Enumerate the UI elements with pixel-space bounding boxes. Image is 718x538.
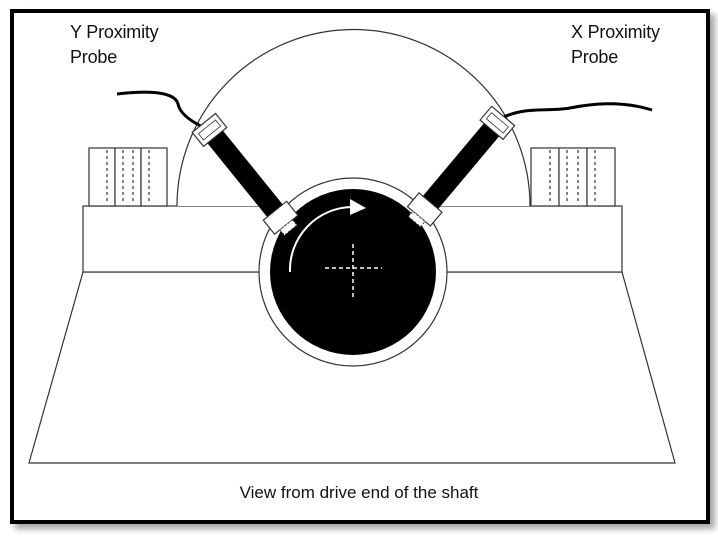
y-probe-cable bbox=[116, 90, 206, 130]
shaft-center-crosshair bbox=[325, 244, 382, 298]
y-probe-label: Y Proximity Probe bbox=[70, 20, 159, 70]
rotation-arrow bbox=[288, 206, 353, 273]
y-probe-label-line2: Probe bbox=[70, 47, 118, 67]
x-proximity-probe bbox=[406, 102, 653, 228]
x-probe-label-line1: X Proximity bbox=[571, 22, 660, 42]
diagram-caption: View from drive end of the shaft bbox=[239, 483, 479, 502]
x-probe-label: X Proximity Probe bbox=[571, 20, 660, 70]
y-proximity-probe bbox=[116, 90, 299, 236]
x-probe-label-line2: Probe bbox=[571, 47, 619, 67]
y-probe-label-line1: Y Proximity bbox=[70, 22, 159, 42]
right-bolts bbox=[530, 147, 616, 207]
rotation-arrow-head bbox=[350, 199, 366, 215]
x-probe-cable bbox=[501, 102, 653, 120]
left-bolts bbox=[88, 147, 168, 207]
